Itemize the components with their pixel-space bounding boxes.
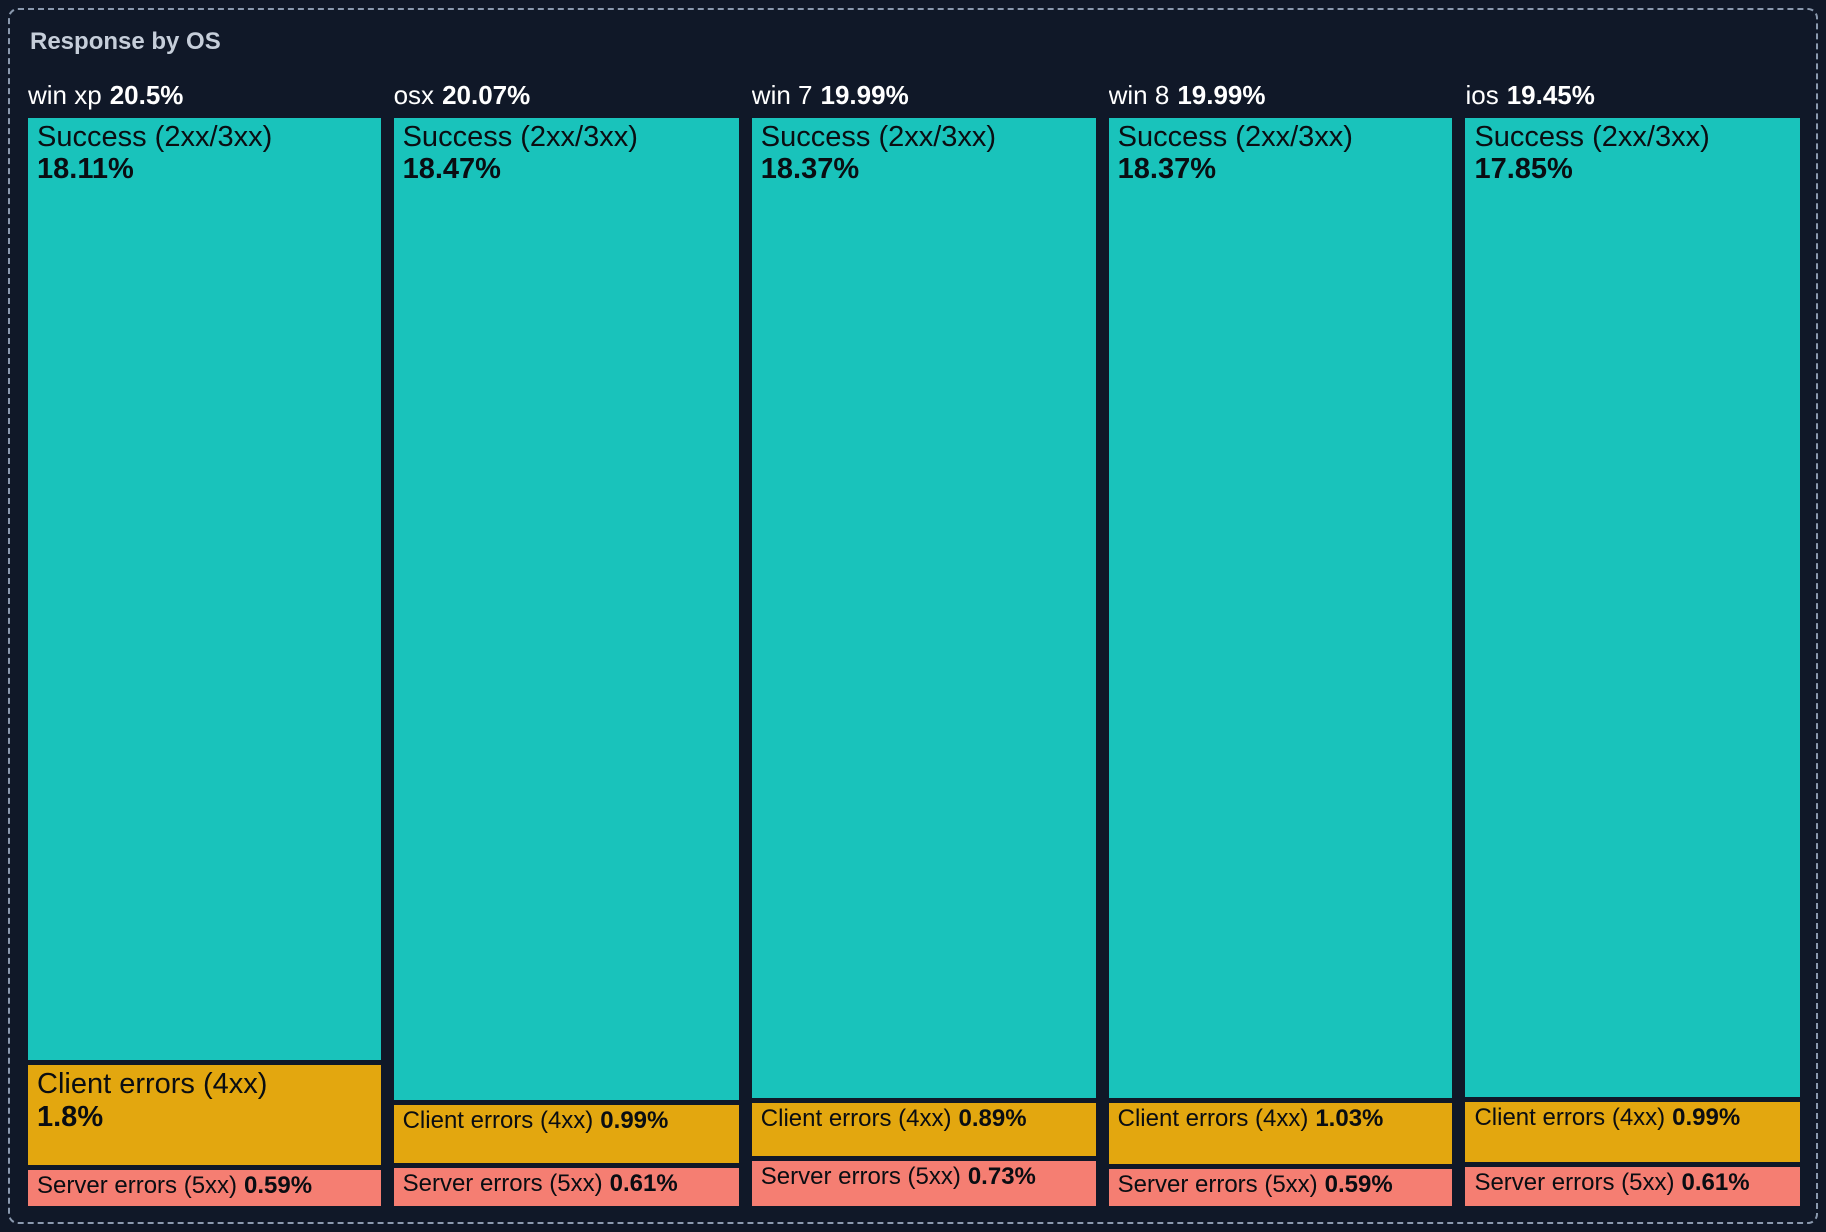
block-label: Client errors (4xx)	[760, 1105, 952, 1133]
treemap-block-server-errors[interactable]: Server errors (5xx) 0.61%	[1465, 1166, 1800, 1206]
treemap-column-ios: ios 19.45% Success (2xx/3xx) 17.85% Client e…	[1465, 80, 1800, 1206]
block-label: Success (2xx/3xx)	[37, 121, 273, 153]
column-blocks: Success (2xx/3xx) 18.11% Client errors (4x…	[28, 118, 381, 1206]
treemap-block-success[interactable]: Success (2xx/3xx) 18.37%	[1108, 118, 1453, 1099]
os-total-percentage: 19.99%	[820, 80, 909, 110]
block-percentage: 0.61%	[1681, 1168, 1750, 1196]
os-total-percentage: 19.45%	[1506, 80, 1595, 110]
response-by-os-panel: Response by OS win xp 20.5% Success (2xx/3…	[8, 8, 1818, 1224]
block-percentage: 0.99%	[600, 1106, 669, 1134]
block-label: Client errors (4xx)	[1117, 1105, 1309, 1133]
treemap-column-osx: osx 20.07% Success (2xx/3xx) 18.47% Client e…	[393, 80, 739, 1206]
treemap-block-client-errors[interactable]: Client errors (4xx) 0.99%	[1465, 1101, 1800, 1162]
os-total-percentage: 19.99%	[1177, 80, 1266, 110]
treemap-block-server-errors[interactable]: Server errors (5xx) 0.61%	[393, 1167, 739, 1206]
treemap-block-success[interactable]: Success (2xx/3xx) 18.11%	[28, 118, 381, 1061]
block-label: Server errors (5xx)	[37, 1171, 238, 1199]
treemap-block-client-errors[interactable]: Client errors (4xx) 1.03%	[1108, 1103, 1453, 1164]
os-name-label: ios	[1465, 80, 1499, 110]
block-percentage: 1.8%	[37, 1100, 104, 1133]
column-header-win-7: win 7 19.99%	[752, 80, 1096, 110]
treemap-block-success[interactable]: Success (2xx/3xx) 18.37%	[751, 118, 1096, 1099]
treemap-chart: win xp 20.5% Success (2xx/3xx) 18.11% Client…	[28, 80, 1800, 1206]
os-name-label: osx	[393, 80, 435, 110]
block-label: Server errors (5xx)	[1474, 1168, 1675, 1196]
block-percentage: 0.61%	[609, 1169, 678, 1197]
os-total-percentage: 20.5%	[109, 80, 184, 110]
column-blocks: Success (2xx/3xx) 18.37% Client errors (4x…	[1108, 118, 1453, 1206]
column-blocks: Success (2xx/3xx) 17.85% Client errors (4x…	[1465, 118, 1800, 1206]
block-percentage: 17.85%	[1474, 153, 1573, 186]
block-label: Client errors (4xx)	[1474, 1103, 1666, 1131]
block-label: Server errors (5xx)	[1117, 1170, 1318, 1198]
block-percentage: 18.37%	[1117, 153, 1216, 186]
treemap-block-server-errors[interactable]: Server errors (5xx) 0.59%	[28, 1169, 381, 1206]
treemap-block-client-errors[interactable]: Client errors (4xx) 0.99%	[393, 1104, 739, 1163]
block-percentage: 0.99%	[1672, 1103, 1741, 1131]
block-percentage: 0.59%	[244, 1171, 313, 1199]
treemap-column-win-7: win 7 19.99% Success (2xx/3xx) 18.37% Client…	[751, 80, 1096, 1206]
treemap-block-client-errors[interactable]: Client errors (4xx) 0.89%	[751, 1103, 1096, 1157]
treemap-block-client-errors[interactable]: Client errors (4xx) 1.8%	[28, 1065, 381, 1165]
column-header-osx: osx 20.07%	[394, 80, 739, 110]
block-label: Client errors (4xx)	[37, 1068, 268, 1101]
block-percentage: 0.73%	[967, 1163, 1036, 1191]
column-blocks: Success (2xx/3xx) 18.47% Client errors (4x…	[393, 118, 739, 1206]
block-percentage: 1.03%	[1315, 1105, 1384, 1133]
block-percentage: 0.59%	[1324, 1170, 1393, 1198]
panel-title: Response by OS	[30, 28, 221, 55]
column-header-win-xp: win xp 20.5%	[28, 80, 381, 110]
block-label: Success (2xx/3xx)	[760, 121, 997, 153]
block-label: Client errors (4xx)	[402, 1106, 594, 1134]
treemap-column-win-xp: win xp 20.5% Success (2xx/3xx) 18.11% Client…	[28, 80, 381, 1206]
treemap-block-success[interactable]: Success (2xx/3xx) 18.47%	[393, 118, 739, 1100]
column-header-win-8: win 8 19.99%	[1109, 80, 1453, 110]
block-percentage: 18.37%	[760, 153, 860, 186]
block-label: Success (2xx/3xx)	[1117, 121, 1353, 153]
block-percentage: 0.89%	[958, 1105, 1027, 1133]
block-percentage: 18.11%	[37, 153, 134, 186]
block-label: Success (2xx/3xx)	[1474, 121, 1710, 153]
block-label: Server errors (5xx)	[760, 1163, 961, 1191]
os-name-label: win xp	[28, 80, 102, 110]
column-blocks: Success (2xx/3xx) 18.37% Client errors (4x…	[751, 118, 1096, 1206]
block-label: Success (2xx/3xx)	[402, 121, 638, 153]
treemap-block-success[interactable]: Success (2xx/3xx) 17.85%	[1465, 118, 1800, 1097]
block-label: Server errors (5xx)	[402, 1169, 603, 1197]
os-name-label: win 8	[1108, 80, 1170, 110]
column-header-ios: ios 19.45%	[1465, 80, 1800, 110]
os-name-label: win 7	[751, 80, 813, 110]
os-total-percentage: 20.07%	[442, 80, 531, 110]
treemap-block-server-errors[interactable]: Server errors (5xx) 0.73%	[751, 1161, 1096, 1206]
treemap-block-server-errors[interactable]: Server errors (5xx) 0.59%	[1108, 1168, 1453, 1206]
block-percentage: 18.47%	[402, 153, 501, 186]
treemap-column-win-8: win 8 19.99% Success (2xx/3xx) 18.37% Client…	[1108, 80, 1453, 1206]
